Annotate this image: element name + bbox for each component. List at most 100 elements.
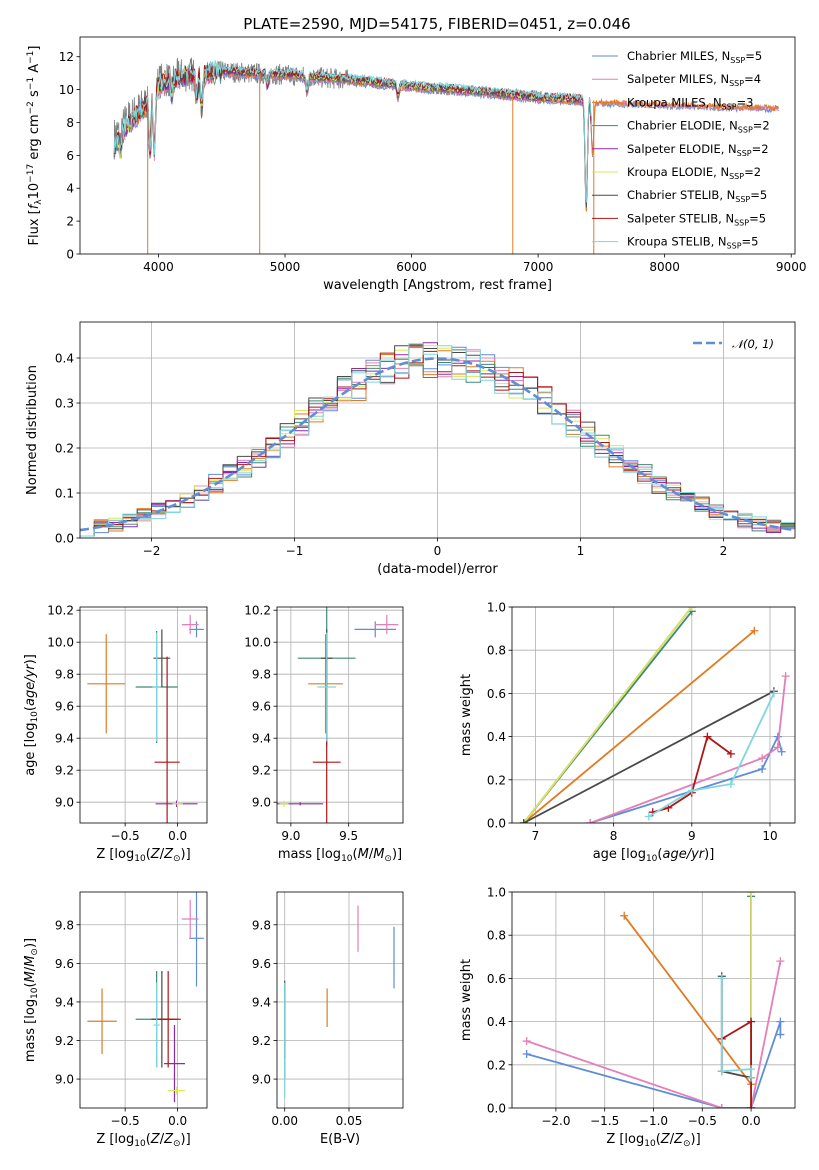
y-tick-label: 9.0	[55, 1073, 74, 1087]
legend-label-normal: 𝒩(0, 1)	[732, 337, 774, 351]
y-tick-label: 12	[59, 50, 74, 64]
age-vs-Z-y-axis-label: age [log10(age/yr)]	[23, 654, 40, 776]
age-vs-mass-panel: 9.0 9.5 9.0 9.2 9.4 9.6 9.8 10.0 10.2 mass [log10…	[244, 604, 404, 864]
weight-line-kroupa-elodie	[522, 607, 693, 823]
weight-marker-kroupa-stelib	[726, 780, 735, 789]
y-tick-label: 2	[66, 215, 74, 229]
weight-marker-kroupa-stelib	[687, 786, 696, 795]
y-tick-label: 1.0	[487, 601, 506, 615]
weight-marker-salpeter-miles	[776, 957, 785, 966]
legend-label-kroupa-miles: Kroupa MILES, NSSP=3	[627, 95, 753, 111]
weight-marker-chabrier-miles	[776, 1017, 785, 1026]
x-tick-label: −0.5	[111, 829, 140, 843]
x-tick-label: −2	[143, 544, 161, 558]
y-tick-label: 9.0	[252, 1073, 271, 1087]
legend-label-kroupa-stelib: Kroupa STELIB, NSSP=5	[627, 235, 758, 251]
mass-weight-vs-Z-y-axis-label: mass weight	[459, 959, 474, 1041]
mass-vs-Z-x-axis-label: Z [log10(Z/Z⊙)]	[96, 1132, 190, 1149]
weight-marker-chabrier-miles	[522, 1050, 531, 1058]
y-tick-label: 0.2	[55, 442, 74, 456]
histogram-kroupa-elodie	[80, 345, 795, 538]
x-tick-label: 1	[577, 544, 585, 558]
spectrum-panel: 4000 5000 6000 7000 8000 9000 0 2 4 6 8 10 12 wavelen…	[26, 15, 806, 293]
x-tick-label: 7	[532, 829, 540, 843]
y-tick-label: 1.0	[487, 886, 506, 900]
y-tick-label: 9.6	[252, 957, 271, 971]
y-tick-label: 9.6	[55, 957, 74, 971]
weight-marker-salpeter-stelib	[703, 732, 712, 741]
x-tick-label: 5000	[270, 260, 301, 274]
y-tick-label: 8	[66, 116, 74, 130]
y-tick-label: 9.2	[252, 1034, 271, 1048]
y-tick-label: 0.4	[487, 1015, 506, 1029]
y-tick-label: 9.2	[55, 764, 74, 778]
y-tick-label: 10.2	[244, 604, 271, 618]
mass-vs-EBV-plot-area	[284, 905, 395, 1099]
weight-line-kroupa-miles	[623, 915, 752, 1085]
legend-label-chabrier-stelib: Chabrier STELIB, NSSP=5	[627, 188, 767, 204]
legend-label-salpeter-miles: Salpeter MILES, NSSP=4	[627, 72, 761, 88]
x-tick-label: −1.5	[590, 1114, 619, 1128]
age-vs-Z-plot-area	[87, 615, 204, 823]
weight-marker-salpeter-miles	[586, 819, 595, 823]
y-tick-label: 9.8	[252, 918, 271, 932]
x-tick-label: 0.0	[168, 1114, 187, 1128]
mass-vs-Z-panel: −0.5 0.0 9.0 9.2 9.4 9.6 9.8 Z [log10(Z/Z⊙)] mas…	[23, 891, 208, 1149]
weight-marker-chabrier-stelib	[519, 819, 528, 823]
mass-weight-vs-age-plot-area	[519, 607, 790, 823]
x-tick-label: −0.5	[688, 1114, 717, 1128]
y-tick-label: 10	[59, 83, 74, 97]
legend-label-chabrier-miles: Chabrier MILES, NSSP=5	[627, 49, 762, 65]
weight-marker-kroupa-stelib	[717, 974, 726, 983]
weight-marker-salpeter-miles	[522, 1037, 531, 1046]
mass-weight-vs-Z-x-axis-label: Z [log10(Z/Z⊙)]	[606, 1132, 700, 1149]
weight-line-kroupa-stelib	[648, 693, 775, 818]
y-tick-label: 4	[66, 182, 74, 196]
weight-marker-kroupa-stelib	[717, 1067, 726, 1076]
x-tick-label: 0.00	[271, 1114, 298, 1128]
y-tick-label: 0	[66, 248, 74, 262]
y-tick-label: 0.1	[55, 487, 74, 501]
y-tick-label: 9.4	[55, 995, 74, 1009]
spectrum-plot-area	[113, 57, 779, 254]
y-tick-label: 0.0	[487, 817, 506, 831]
x-tick-label: 9.0	[281, 829, 300, 843]
y-tick-label: 9.0	[252, 796, 271, 810]
y-tick-label: 0.2	[487, 1058, 506, 1072]
weight-line-chabrier-miles	[526, 1021, 782, 1108]
y-tick-label: 9.8	[252, 668, 271, 682]
weight-marker-salpeter-stelib	[747, 1017, 756, 1026]
mass-weight-vs-age-frame	[511, 606, 796, 824]
y-tick-label: 9.0	[55, 796, 74, 810]
spectrum-y-axis-label: Flux [fλ10−17 erg cm−2 s−1 A−1]	[26, 46, 44, 246]
y-tick-label: 9.6	[55, 700, 74, 714]
x-tick-label: 0.0	[168, 829, 187, 843]
weight-marker-chabrier-miles	[777, 747, 786, 756]
weight-line-kroupa-miles	[523, 630, 755, 823]
x-tick-label: 2	[720, 544, 728, 558]
spectrum-x-axis-label: wavelength [Angstrom, rest frame]	[323, 278, 552, 293]
mass-weight-vs-age-x-axis-label: age [log10(age/yr)]	[593, 847, 715, 864]
x-tick-label: −0.5	[111, 1114, 140, 1128]
x-tick-label: −1.0	[639, 1114, 668, 1128]
y-tick-label: 9.8	[55, 668, 74, 682]
weight-marker-kroupa-miles	[750, 626, 759, 635]
residuals-y-axis-label: Normed distribution	[25, 365, 40, 495]
weight-marker-salpeter-miles	[717, 1104, 726, 1108]
normal-reference-curve	[80, 357, 795, 532]
weight-marker-kroupa-stelib	[644, 812, 653, 821]
mass-vs-Z-frame	[79, 891, 208, 1109]
legend-label-chabrier-elodie: Chabrier ELODIE, NSSP=2	[627, 119, 770, 135]
weight-marker-kroupa-stelib	[747, 1065, 756, 1074]
x-tick-label: 0.05	[336, 1114, 363, 1128]
y-tick-label: 6	[66, 149, 74, 163]
weight-marker-salpeter-stelib	[726, 749, 735, 758]
y-tick-label: 0.2	[487, 773, 506, 787]
y-tick-label: 9.4	[252, 732, 271, 746]
x-tick-label: 0	[434, 544, 442, 558]
age-vs-mass-x-axis-label: mass [log10(M/M⊙)]	[278, 847, 402, 864]
weight-marker-salpeter-miles	[781, 672, 790, 681]
mass-vs-EBV-x-axis-label: E(B-V)	[320, 1132, 360, 1147]
y-tick-label: 9.2	[252, 764, 271, 778]
